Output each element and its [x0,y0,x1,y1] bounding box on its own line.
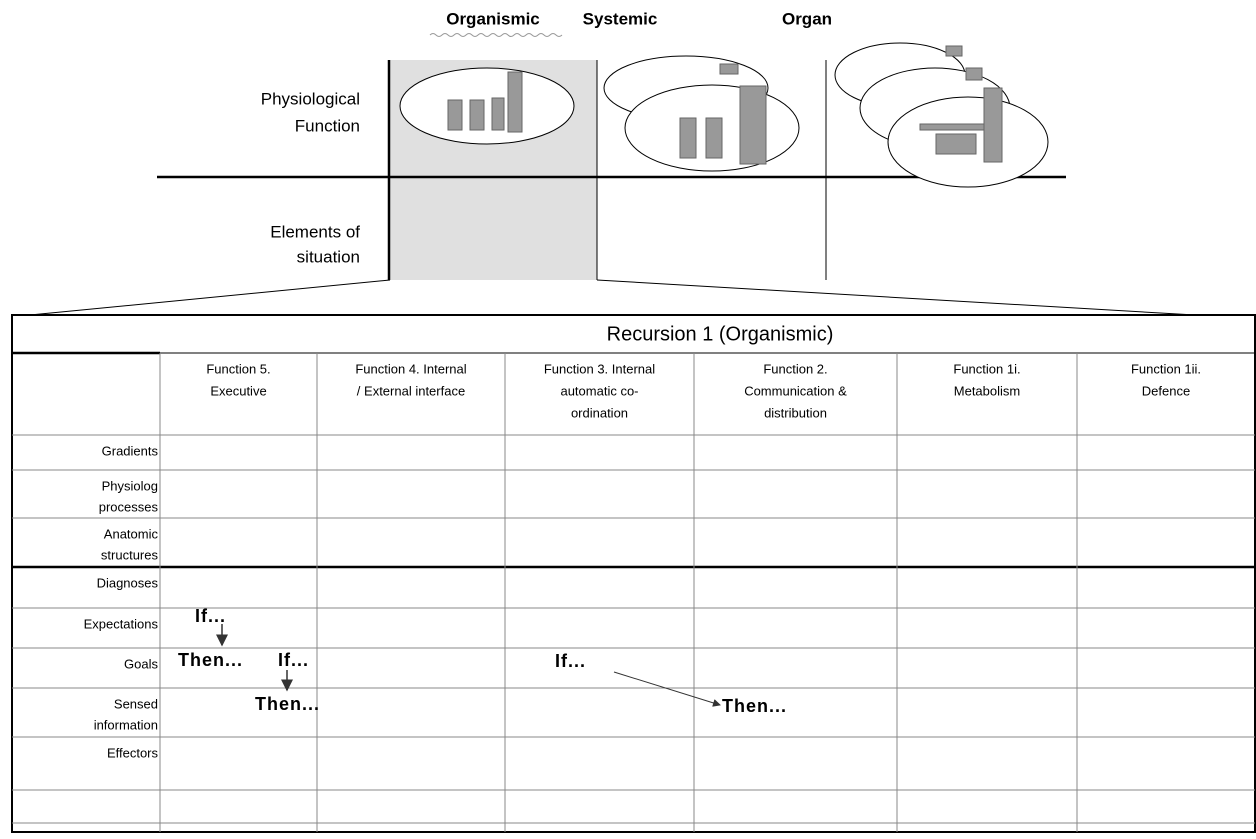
zoom-line [596,279,1196,316]
row-heading: Function [295,116,360,135]
column-header: Function 3. Internal [544,361,655,376]
column-header: Function 4. Internal [355,361,466,376]
column-header: / External interface [357,383,465,398]
column-header: automatic co- [560,383,638,398]
annotation: If... [195,606,226,626]
row-label: Effectors [107,745,159,760]
column-header: Function 1ii. [1131,361,1201,376]
organismic-icon [399,67,575,145]
table-frame [11,314,1256,833]
column-header: Function 5. [206,361,270,376]
annotation: Then... [178,650,243,670]
row-heading: Physiological [261,89,360,108]
level-label: Organismic [446,9,540,28]
row-label: Physiolog [102,478,158,493]
table-title: Recursion 1 (Organismic) [607,323,834,345]
annotation: If... [555,651,586,671]
annotation: If... [278,650,309,670]
column-header: Communication & [744,383,847,398]
column-header: ordination [571,405,628,420]
row-label: Anatomic [104,526,159,541]
row-label: Sensed [114,696,158,711]
column-header: Function 1i. [953,361,1020,376]
spell-underline [429,33,563,37]
level-label: Organ [782,9,832,28]
zoom-line [29,279,391,316]
row-label: processes [99,499,159,514]
systemic-icon [603,55,800,172]
row-heading: Elements of [270,222,360,241]
annotation: Then... [722,696,787,716]
row-label: structures [101,547,159,562]
organ-icon [834,42,1049,188]
row-label: Diagnoses [97,575,159,590]
column-header: distribution [764,405,827,420]
arrow [613,671,721,707]
column-header: Metabolism [954,383,1020,398]
row-label: Goals [124,656,158,671]
annotation: Then... [255,694,320,714]
column-header: Executive [210,383,266,398]
column-header: Defence [1142,383,1190,398]
level-label: Systemic [583,9,658,28]
row-label: Gradients [102,443,159,458]
column-header: Function 2. [763,361,827,376]
row-label: Expectations [84,616,159,631]
row-label: information [94,717,158,732]
table-grid [12,353,1255,832]
row-heading: situation [297,247,360,266]
